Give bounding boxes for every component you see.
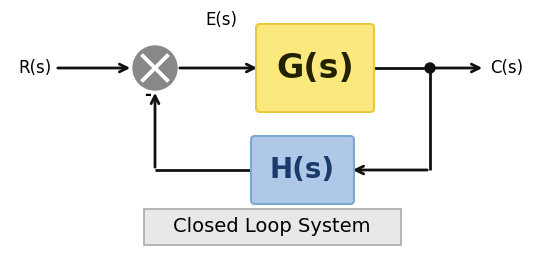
FancyBboxPatch shape (144, 209, 401, 245)
Text: R(s): R(s) (18, 59, 51, 77)
Text: H(s): H(s) (270, 156, 335, 184)
Circle shape (425, 63, 435, 73)
FancyBboxPatch shape (256, 24, 374, 112)
Text: E(s): E(s) (205, 11, 237, 29)
Text: G(s): G(s) (276, 52, 354, 85)
Circle shape (133, 46, 177, 90)
Text: -: - (145, 86, 151, 104)
FancyBboxPatch shape (251, 136, 354, 204)
Text: Closed Loop System: Closed Loop System (173, 217, 371, 236)
Text: C(s): C(s) (490, 59, 523, 77)
